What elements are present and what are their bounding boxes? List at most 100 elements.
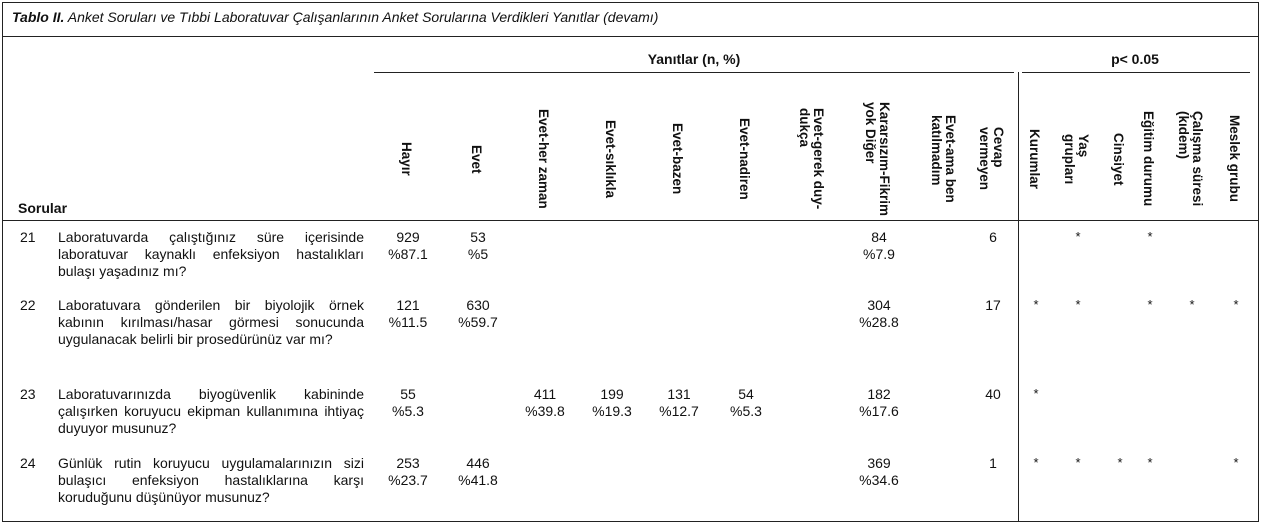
answer-col-header: Evet-her zaman (536, 104, 551, 214)
answer-percent: %34.6 (859, 472, 899, 488)
row-number: 24 (20, 455, 36, 471)
answer-percent: %5.3 (392, 403, 424, 419)
answer-col-header-label: Hayır (399, 142, 414, 176)
p-col-header: Eğitim durumu (1141, 104, 1156, 214)
row-number: 22 (20, 297, 36, 313)
answer-cell-evet: 630 %59.7 (438, 297, 518, 331)
p-col-header-label: Cinsiyet (1111, 132, 1126, 186)
answer-count: 182 (867, 386, 891, 402)
table-caption: Tablo II. Anket Soruları ve Tıbbi Labora… (12, 9, 658, 25)
p-col-header-label: Çalışma süresi (kıdem) (1176, 111, 1205, 207)
p-rule (1022, 72, 1250, 73)
answer-percent: %17.6 (859, 403, 899, 419)
significance-star: * (1075, 229, 1081, 244)
answer-cell-cevap: 6 (989, 229, 997, 245)
answer-col-header: Evet-bazen (670, 104, 685, 214)
answer-percent: %41.8 (458, 472, 498, 488)
p-col-header-label: Eğitim durumu (1141, 111, 1156, 207)
answer-percent: %19.3 (592, 403, 632, 419)
p-col-header: Cinsiyet (1111, 104, 1126, 214)
answer-count: 131 (667, 386, 691, 402)
answer-cell-kararsiz: 182 %17.6 (839, 386, 919, 420)
question-text: Laboratuvarda çalıştığınız süre içerisin… (58, 229, 364, 279)
answer-cell-evet: 446 %41.8 (438, 455, 518, 489)
answer-count: 446 (466, 455, 490, 471)
answer-count: 84 (871, 229, 887, 245)
caption-rule (3, 36, 1258, 37)
p-col-header: Yaş grupları (1062, 104, 1091, 214)
answer-count: 304 (867, 297, 891, 313)
question-text: Laboratuvarınızda biyogüvenlik kabininde… (58, 386, 364, 436)
significance-star: * (1033, 386, 1039, 401)
significance-star: * (1075, 455, 1081, 470)
answer-col-header-label: Evet-nadiren (737, 118, 752, 200)
answer-col-header-label: Evet-bazen (670, 123, 685, 195)
p-col-header-label: Yaş grupları (1062, 133, 1091, 185)
yanitlar-rule (374, 72, 1014, 73)
answer-cell-siklikla: 199 %19.3 (572, 386, 652, 420)
group-divider (1018, 72, 1019, 521)
answer-percent: %5 (467, 246, 489, 262)
answer-count: 253 (396, 455, 420, 471)
answer-percent: %11.5 (388, 314, 428, 330)
answer-col-header: Evet-gerek duy- dukça (797, 104, 826, 214)
answer-cell-cevap: 1 (989, 455, 997, 471)
answer-col-header-label: Kararsızım-Fikrim yok Diğer (863, 101, 892, 217)
answer-col-header-label: Evet-ama ben katılmadım (929, 115, 958, 203)
answer-cell-cevap: 17 (985, 297, 1001, 313)
answer-col-header-label: Cevap vermeyen (977, 127, 1006, 191)
p-col-header-label: Kurumlar (1027, 128, 1042, 189)
answer-count: 199 (600, 386, 624, 402)
answer-cell-nadiren: 54 %5.3 (706, 386, 786, 420)
answer-cell-kararsiz: 84 %7.9 (839, 229, 919, 263)
answer-cell-her_zaman: 411 %39.8 (505, 386, 585, 420)
significance-star: * (1075, 297, 1081, 312)
question-text: Laboratuvara gönderilen bir biyolojik ör… (58, 297, 364, 347)
answer-col-header: Cevap vermeyen (977, 104, 1006, 214)
sorular-header: Sorular (18, 200, 68, 216)
p-col-header: Kurumlar (1027, 104, 1042, 214)
answer-cell-kararsiz: 304 %28.8 (839, 297, 919, 331)
answer-col-header: Evet-nadiren (737, 104, 752, 214)
answer-col-header-label: Evet-her zaman (536, 109, 551, 209)
p-col-header: Çalışma süresi (kıdem) (1176, 104, 1205, 214)
answer-col-header: Kararsızım-Fikrim yok Diğer (863, 101, 892, 217)
yanitlar-header: Yanıtlar (n, %) (647, 51, 741, 67)
answer-count: 121 (396, 297, 420, 313)
significance-star: * (1033, 455, 1039, 470)
significance-star: * (1147, 455, 1153, 470)
significance-star: * (1117, 455, 1123, 470)
p-col-header-label: Meslek grubu (1227, 115, 1242, 203)
answer-percent: %12.7 (659, 403, 699, 419)
significance-star: * (1189, 297, 1195, 312)
answer-cell-hayir: 121 %11.5 (368, 297, 448, 331)
row-number: 21 (20, 229, 36, 245)
row-number: 23 (20, 386, 36, 402)
answer-cell-bazen: 131 %12.7 (639, 386, 719, 420)
answer-count: 929 (396, 229, 420, 245)
answer-count: 630 (466, 297, 490, 313)
answer-cell-hayir: 929 %87.1 (368, 229, 448, 263)
answer-col-header-label: Evet (469, 144, 484, 174)
significance-star: * (1033, 297, 1039, 312)
significance-star: * (1233, 455, 1239, 470)
answer-count: 369 (867, 455, 891, 471)
answer-col-header: Evet (469, 104, 484, 214)
answer-percent: %28.8 (859, 314, 899, 330)
significance-star: * (1147, 229, 1153, 244)
p-header: p< 0.05 (1111, 51, 1159, 67)
significance-star: * (1233, 297, 1239, 312)
answer-cell-hayir: 55 %5.3 (368, 386, 448, 420)
answer-percent: %23.7 (388, 472, 428, 488)
answer-percent: %39.8 (525, 403, 565, 419)
answer-count: 55 (400, 386, 416, 402)
answer-count: 411 (533, 386, 557, 402)
answer-percent: %7.9 (863, 246, 895, 262)
significance-star: * (1147, 297, 1153, 312)
answer-count: 53 (470, 229, 486, 245)
answer-cell-hayir: 253 %23.7 (368, 455, 448, 489)
header-bottom-rule (3, 220, 1258, 221)
answer-col-header: Evet-ama ben katılmadım (929, 104, 958, 214)
p-col-header: Meslek grubu (1227, 104, 1242, 214)
